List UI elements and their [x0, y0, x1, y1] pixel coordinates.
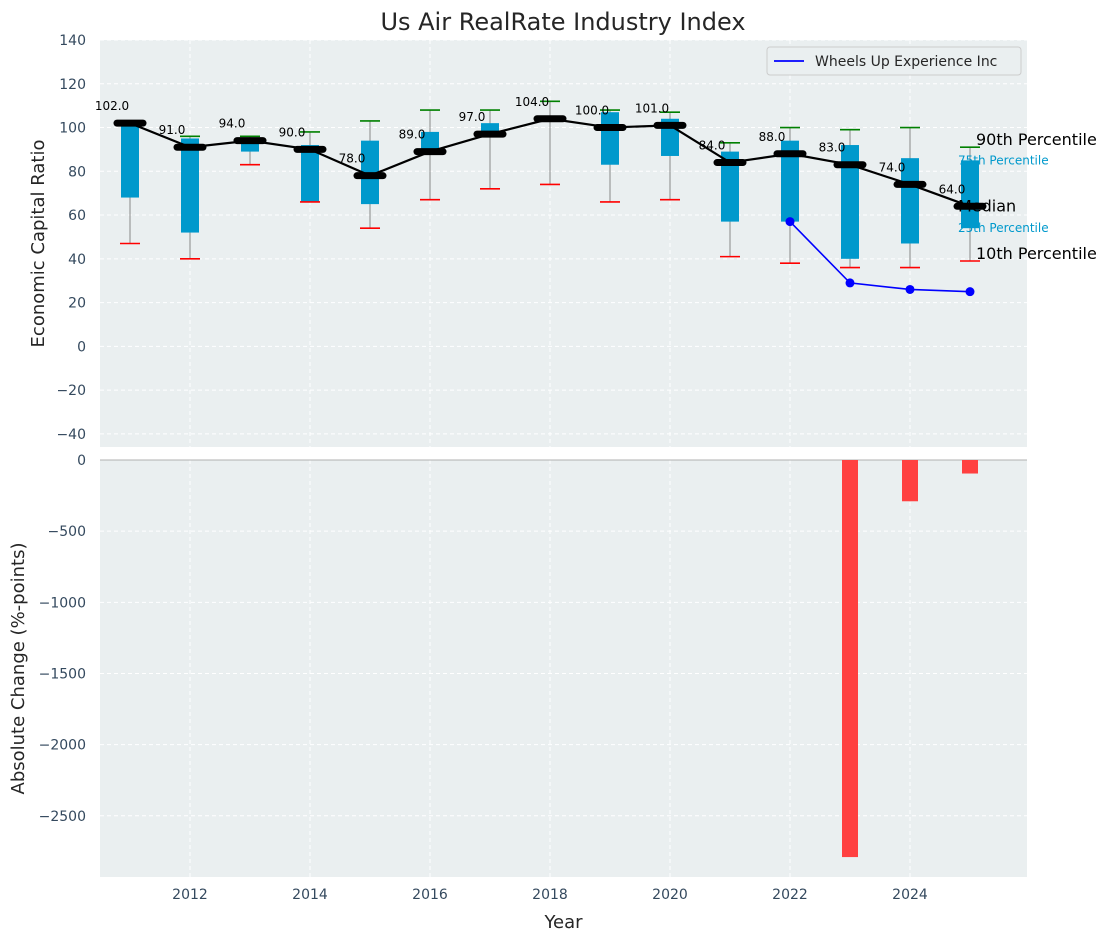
median-label: 91.0: [159, 123, 186, 137]
change-bars: [842, 460, 978, 858]
top-y-tick-label: 140: [59, 33, 86, 49]
median-label: 97.0: [459, 110, 486, 124]
top-plot-area: [100, 40, 1027, 447]
median-label: 100.0: [575, 104, 609, 118]
legend-box: [766, 46, 1022, 76]
median-label: 88.0: [759, 130, 786, 144]
top-y-tick-label: 20: [68, 296, 86, 312]
median-label: 89.0: [399, 128, 426, 142]
iqr-bar: [841, 145, 859, 259]
company-point: [965, 287, 975, 297]
top-y-tick-label: 120: [59, 77, 86, 93]
median-label: 104.0: [515, 95, 549, 109]
x-tick-label: 2020: [652, 887, 688, 903]
p25-annotation: 25th Percentile: [958, 221, 1049, 235]
top-y-tick-label: −40: [56, 427, 86, 443]
chart-title: Us Air RealRate Industry Index: [380, 8, 745, 36]
iqr-bar: [781, 140, 799, 222]
median-label: 84.0: [699, 139, 726, 153]
company-point: [905, 284, 915, 294]
iqr-bar: [121, 125, 139, 198]
x-tick-label: 2016: [412, 887, 448, 903]
bottom-y-ticks: 0 −500 −1000 −1500 −2000 −2500: [39, 453, 86, 825]
median-label: 64.0: [939, 182, 966, 196]
top-y-tick-label: 0: [77, 339, 86, 355]
x-tick-label: 2014: [292, 887, 328, 903]
iqr-bar: [601, 112, 619, 165]
percentile-annotations: 75th Percentile 25th Percentile 90th Perce…: [958, 130, 1097, 263]
median-label: 102.0: [95, 99, 129, 113]
top-y-tick-label: −20: [56, 383, 86, 399]
legend-entry-company: Wheels Up Experience Inc: [815, 54, 997, 70]
p10-annotation: 10th Percentile: [976, 244, 1097, 263]
top-y-tick-label: 80: [68, 164, 86, 180]
company-series: [785, 217, 975, 297]
top-y-tick-label: 40: [68, 252, 86, 268]
change-bar: [902, 460, 918, 502]
iqr-bar: [721, 151, 739, 222]
company-point: [785, 217, 795, 227]
bottom-y-tick-label: −2000: [39, 738, 86, 754]
top-y-ticks: 140 120 100 80 60 40 20 0 −20 −40: [56, 33, 86, 443]
change-bar: [842, 460, 858, 858]
bottom-plot-area: [100, 460, 1027, 877]
iqr-bar: [421, 131, 439, 152]
median-label: 83.0: [819, 141, 846, 155]
x-tick-label: 2024: [892, 887, 928, 903]
p90-annotation: 90th Percentile: [976, 130, 1097, 149]
bottom-y-tick-label: −2500: [39, 809, 86, 825]
change-bar: [962, 460, 978, 474]
median-label: 74.0: [879, 160, 906, 174]
x-ticks: 2012 2014 2016 2018 2020 2022 2024: [172, 887, 928, 903]
percentile-caps: [120, 100, 980, 269]
company-point: [845, 278, 855, 288]
median-labels: 102.0 91.0 94.0 90.0 78.0 89.0 97.0 104.0 100.0 1…: [95, 95, 966, 197]
legend: Wheels Up Experience Inc: [766, 46, 1022, 76]
iqr-bar: [301, 145, 319, 202]
iqr-bar: [481, 123, 499, 135]
bottom-y-tick-label: −1500: [39, 666, 86, 682]
x-tick-label: 2012: [172, 887, 208, 903]
x-tick-label: 2018: [532, 887, 568, 903]
x-axis-label: Year: [543, 912, 583, 933]
iqr-bar: [901, 158, 919, 244]
p75-annotation: 75th Percentile: [958, 153, 1049, 167]
median-label: 90.0: [279, 125, 306, 139]
iqr-bar: [241, 140, 259, 152]
bottom-y-tick-label: 0: [77, 453, 86, 469]
company-line: [789, 221, 971, 293]
median-markers: [113, 115, 987, 210]
median-annotation: Median: [958, 196, 1016, 215]
iqr-bar: [181, 138, 199, 233]
top-y-tick-label: 60: [68, 208, 86, 224]
iqr-bar: [961, 160, 979, 229]
top-y-axis-label: Economic Capital Ratio: [28, 140, 49, 348]
median-label: 101.0: [635, 101, 669, 115]
bottom-y-tick-label: −1000: [39, 595, 86, 611]
median-label: 78.0: [339, 152, 366, 166]
x-tick-label: 2022: [772, 887, 808, 903]
top-y-tick-label: 100: [59, 121, 86, 137]
median-label: 94.0: [219, 117, 246, 131]
bottom-y-tick-label: −500: [48, 524, 86, 540]
bottom-y-axis-label: Absolute Change (%-points): [8, 543, 29, 795]
